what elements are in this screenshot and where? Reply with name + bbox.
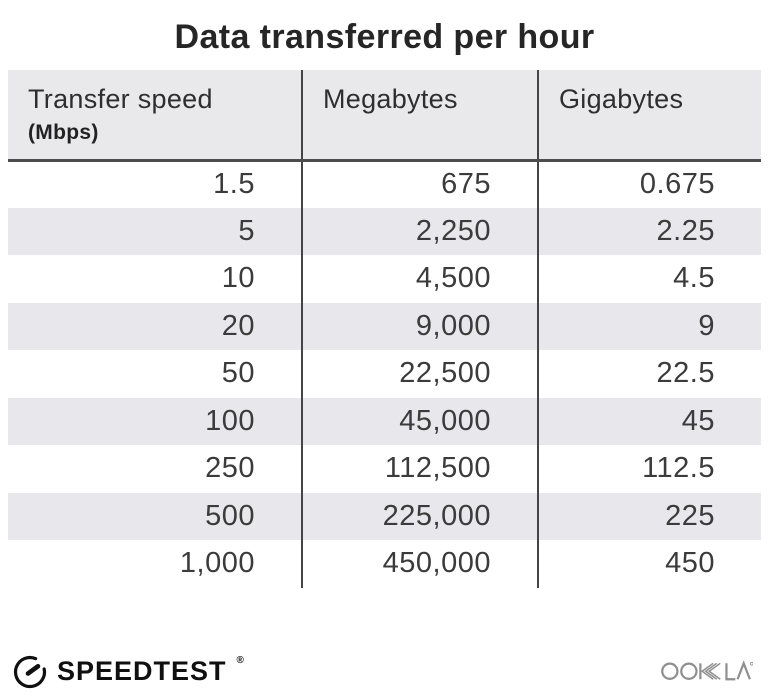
table-cell: 450,000 xyxy=(301,540,538,588)
table-cell: 4,500 xyxy=(301,255,538,303)
registered-mark-icon: ® xyxy=(236,655,244,666)
speedtest-gauge-icon xyxy=(12,654,48,690)
speedtest-logo: SPEEDTEST ® xyxy=(12,654,244,690)
page-title: Data transferred per hour xyxy=(174,18,595,56)
header-label: Gigabytes xyxy=(559,84,684,114)
table-cell: 225,000 xyxy=(301,492,538,540)
table-cell: 10 xyxy=(221,262,255,295)
speedtest-wordmark: SPEEDTEST xyxy=(57,656,227,686)
header-row: Transfer speed (Mbps) Megabytes Gigabyte… xyxy=(8,70,761,162)
header-sublabel: (Mbps) xyxy=(28,121,99,144)
header-gigabytes: Gigabytes xyxy=(537,70,761,162)
header-label: Megabytes xyxy=(323,84,458,114)
table-row: 1.5 675 0.675 xyxy=(8,160,761,208)
table-row: 250 112,500 112.5 xyxy=(8,445,761,493)
table-row: 50 22,500 22.5 xyxy=(8,350,761,398)
table-cell: 112,500 xyxy=(301,445,538,493)
table-cell: 0.675 xyxy=(537,160,761,208)
table-cell: 250 xyxy=(205,452,255,485)
infographic: Data transferred per hour Transfer speed… xyxy=(0,16,769,690)
table-cell: 1.5 xyxy=(213,168,255,200)
header-label: Transfer speed xyxy=(28,84,213,114)
table-cell: 2.25 xyxy=(537,207,761,255)
table-cell: 9 xyxy=(537,302,761,350)
table-body: 1.5 675 0.675 5 2,250 2.25 10 4,500 4.5 20 9,000 9 5… xyxy=(8,160,761,588)
ookla-logo: OOKLA xyxy=(661,656,753,688)
footer: SPEEDTEST ® OOKLA xyxy=(12,654,753,690)
table-row: 20 9,000 9 xyxy=(8,302,761,350)
table-cell: 4.5 xyxy=(537,255,761,303)
table-cell: 22.5 xyxy=(537,350,761,398)
table-cell: 2,250 xyxy=(301,207,538,255)
table-cell: 450 xyxy=(537,540,761,588)
table-cell: 5 xyxy=(8,207,302,255)
table-cell: 22,500 xyxy=(301,350,538,398)
table-cell: 100 xyxy=(8,397,302,445)
header-megabytes: Megabytes xyxy=(301,70,538,162)
table-cell: 9,000 xyxy=(301,302,538,350)
table-cell: 20 xyxy=(8,302,302,350)
table-cell: 225 xyxy=(537,492,761,540)
ookla-wordmark-icon xyxy=(661,656,753,683)
table-header: Transfer speed (Mbps) Megabytes Gigabyte… xyxy=(8,70,761,162)
table-row: 10 4,500 4.5 xyxy=(8,255,761,303)
table-cell: 1,000 xyxy=(179,547,255,580)
data-table: Transfer speed (Mbps) Megabytes Gigabyte… xyxy=(8,70,761,588)
table-cell: 45,000 xyxy=(301,397,538,445)
table-cell: 500 xyxy=(8,492,302,540)
table-cell: 45 xyxy=(537,397,761,445)
table-row: 1,000 450,000 450 xyxy=(8,540,761,588)
header-transfer-speed: Transfer speed (Mbps) xyxy=(8,70,302,162)
table-row: 100 45,000 45 xyxy=(8,397,761,445)
table-row: 500 225,000 225 xyxy=(8,492,761,540)
table-row: 5 2,250 2.25 xyxy=(8,207,761,255)
table-cell: 675 xyxy=(301,160,538,208)
table-cell: 112.5 xyxy=(537,445,761,493)
table-cell: 50 xyxy=(221,357,255,390)
